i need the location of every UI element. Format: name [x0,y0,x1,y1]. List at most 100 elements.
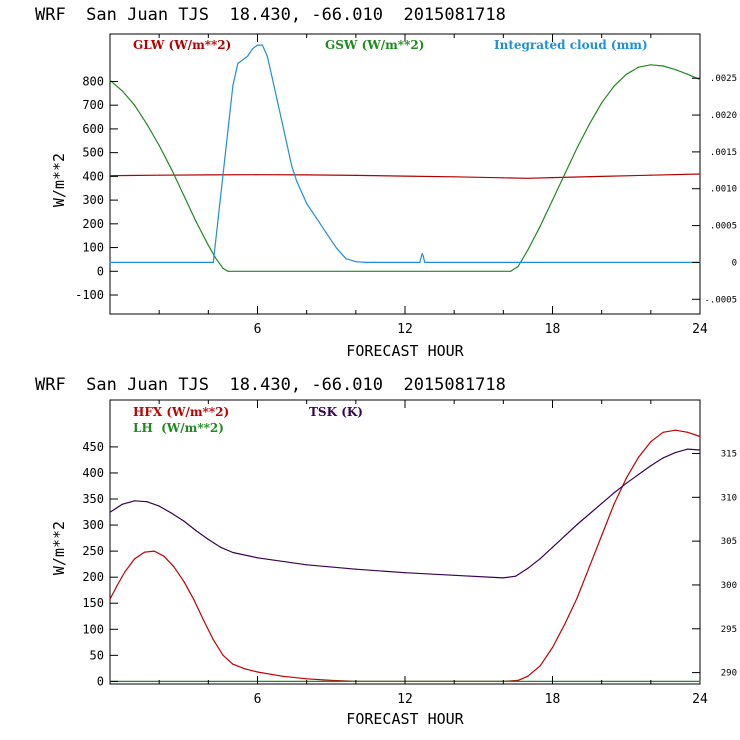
bottom-y-tick-label: 450 [82,440,104,454]
top-series-glw-point [551,177,554,179]
bottom-series-tsk-point [527,567,529,569]
bottom-series-hfx-point [256,671,259,673]
top-y-axis-label: W/m**2 [50,153,68,207]
bottom-series-hfx-point [202,619,204,621]
bottom-y2-tick-label: 290 [721,669,737,679]
top-series-gsw-point [207,244,209,246]
bottom-series-hfx-point [650,441,652,443]
top-series-gsw-line [109,64,701,272]
bottom-series-tsk-point [158,505,160,507]
bottom-series-tsk-point [232,551,234,554]
top-series-gsw-point [227,270,229,272]
bottom-y2-tick-label: 295 [721,625,737,635]
bottom-series-tsk-point [674,452,677,454]
bottom-series-tsk-point [109,511,111,513]
bottom-series-tsk-point [183,520,185,522]
bottom-series-tsk-point [539,558,541,560]
top-series-gsw-point [674,69,677,71]
top-x-tick-label: 24 [692,322,708,337]
bottom-x-tick-label: 12 [397,692,413,707]
top-series-gsw-point [625,73,627,75]
bottom-series-hfx-point [153,550,155,552]
top-series-gsw-point [195,220,197,223]
top-chart: WRF San Juan TJS 18.430, -66.010 2015081… [35,5,737,360]
top-y-tick-label: 600 [82,122,104,136]
bottom-series-hfx-point [527,675,529,677]
top-series-integrated-point [355,261,357,263]
top-series-gsw-point [551,199,554,201]
top-series-integrated-point [281,121,283,123]
top-series-gsw-point [170,168,173,170]
top-series-glw-point [527,177,529,179]
top-series-integrated-line [110,44,700,263]
top-series-integrated-point [422,255,424,258]
bottom-x-tick-label: 18 [545,692,561,707]
bottom-series-tsk-point [453,574,455,576]
bottom-series-tsk-point [207,538,209,541]
top-series-integrated-point [426,261,428,263]
top-series-glw-point [502,177,504,179]
bottom-y-tick-label: 150 [82,596,104,610]
bottom-series-hfx-point [699,435,701,438]
bottom-series-hfx-point [613,503,615,505]
bottom-series-hfx-point [281,675,283,677]
top-series-integrated-point [419,261,421,263]
top-series-gsw-point [650,64,652,66]
top-series-integrated-point [217,217,219,219]
top-y2-tick-label: .0005 [710,222,737,232]
bottom-series-hfx-point [674,429,677,431]
bottom-y-tick-label: 50 [90,648,104,662]
bottom-series-tsk-point [515,575,517,577]
bottom-series-tsk-point [588,513,591,515]
bottom-series-hfx-point [625,477,627,479]
top-series-integrated-point [271,77,273,79]
top-series-integrated-point [232,85,234,87]
bottom-series-tsk-point [637,473,640,476]
top-series-gsw-point [662,65,664,67]
top-series-glw-point [256,174,259,176]
top-x-axis-label: FORECAST HOUR [346,342,464,360]
bottom-series-hfx-point [212,639,214,641]
bottom-series-tsk-point [576,523,578,526]
bottom-series-tsk-line [109,448,701,579]
top-series-integrated-point [252,48,254,50]
top-series-glw-point [404,175,406,177]
bottom-series-tsk-point [625,482,627,484]
bottom-chart: WRF San Juan TJS 18.430, -66.010 2015081… [35,375,737,728]
top-series-gsw-point [134,104,136,106]
top-series-gsw-point [613,85,615,87]
bottom-y2-tick-label: 310 [721,493,737,503]
top-series-glw-point [650,174,652,176]
top-series-glw-point [355,174,357,176]
bottom-series-tsk-point [134,500,136,502]
bottom-series-hfx-point [109,598,111,600]
bottom-y2-tick-label: 300 [721,581,737,591]
bottom-series-hfx-point [551,646,554,649]
bottom-series-hfx-point [637,456,640,458]
bottom-series-hfx-point [330,679,332,682]
legend-glw: GLW (W/m**2) [133,38,231,52]
top-series-gsw-point [588,123,591,125]
top-y2-tick-label: .0015 [710,148,737,158]
top-series-integrated-point [286,143,288,146]
top-chart-title: WRF San Juan TJS 18.430, -66.010 2015081… [35,5,506,25]
top-series-integrated-point [261,44,263,46]
top-series-glw-point [601,175,603,177]
bottom-series-hfx-point [183,580,185,582]
bottom-series-hfx-point [306,678,308,680]
bottom-y2-tick-label: 305 [721,537,737,547]
top-series-integrated-point [222,173,224,175]
bottom-series-hfx-point [539,665,541,667]
top-y-tick-label: 800 [82,74,104,88]
bottom-series-tsk-point [195,530,197,532]
bottom-series-tsk-point [146,501,148,503]
bottom-x-tick-label: 24 [692,692,708,707]
bottom-y-tick-label: 250 [82,544,104,558]
top-series-gsw-point [699,79,701,81]
top-y2-tick-label: .0025 [710,74,737,84]
bottom-series-hfx-point [193,598,195,600]
bottom-series-tsk-point [306,564,308,566]
top-series-glw-point [158,174,160,176]
top-series-integrated-point [237,62,239,65]
